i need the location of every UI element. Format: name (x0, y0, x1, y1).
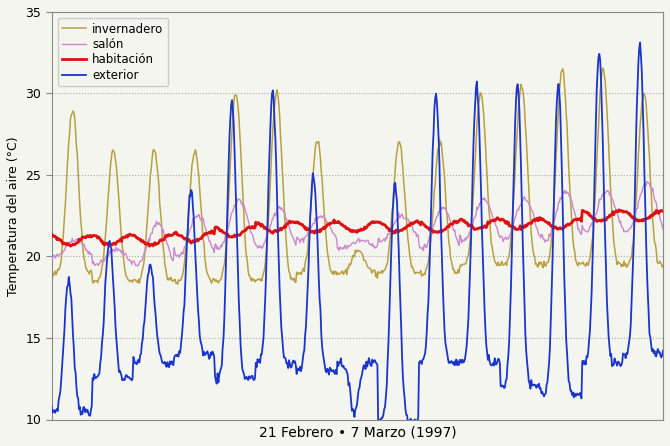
X-axis label: 21 Febrero • 7 Marzo (1997): 21 Febrero • 7 Marzo (1997) (259, 425, 456, 439)
invernadero (48, 273, 56, 278)
exterior (48, 405, 56, 410)
habitación (615, 207, 623, 212)
invernadero (122, 272, 130, 277)
salón (433, 214, 441, 219)
habitación (659, 209, 667, 214)
exterior (636, 40, 644, 45)
habitación (185, 237, 193, 242)
exterior (433, 100, 441, 105)
habitación (122, 234, 130, 239)
salón (185, 231, 193, 237)
exterior (122, 373, 130, 378)
habitación (48, 232, 56, 237)
Y-axis label: Temperatura del aire (°C): Temperatura del aire (°C) (7, 136, 20, 296)
salón (451, 227, 459, 233)
salón (133, 263, 141, 268)
exterior (216, 369, 224, 374)
habitación (59, 241, 67, 247)
habitación (145, 244, 153, 249)
invernadero (451, 271, 459, 276)
salón (122, 251, 130, 256)
exterior (375, 424, 383, 429)
salón (48, 256, 56, 261)
invernadero (185, 208, 193, 213)
salón (59, 250, 67, 255)
habitación (451, 219, 459, 224)
invernadero (217, 277, 225, 282)
habitación (217, 227, 225, 233)
invernadero (433, 158, 441, 163)
invernadero (174, 281, 182, 287)
habitación (433, 229, 441, 235)
Legend: invernadero, salón, habitación, exterior: invernadero, salón, habitación, exterior (58, 18, 168, 87)
Line: habitación: habitación (52, 210, 663, 246)
exterior (659, 348, 667, 353)
exterior (59, 353, 67, 358)
Line: exterior: exterior (52, 42, 663, 427)
exterior (184, 227, 192, 232)
exterior (451, 363, 459, 368)
salón (659, 226, 667, 231)
invernadero (659, 263, 667, 268)
invernadero (599, 65, 607, 70)
Line: salón: salón (52, 182, 663, 266)
salón (643, 179, 651, 184)
invernadero (59, 240, 67, 245)
salón (217, 242, 225, 248)
Line: invernadero: invernadero (52, 68, 663, 284)
